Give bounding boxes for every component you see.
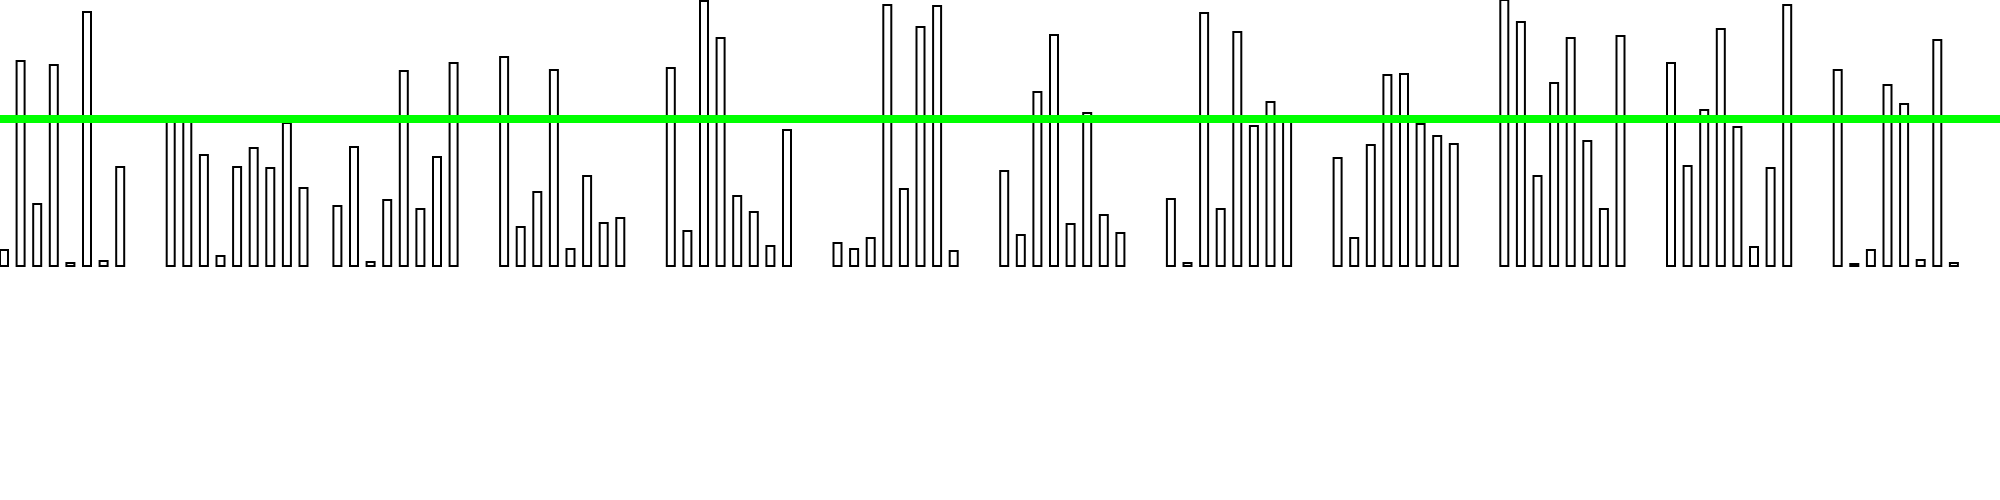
bar-g12-7 bbox=[1932, 39, 1943, 267]
bar-g9-3 bbox=[1365, 144, 1376, 267]
bar-g8-8 bbox=[1282, 120, 1293, 267]
bar-g11-5 bbox=[1732, 126, 1743, 267]
bar-g7-6 bbox=[1082, 112, 1093, 267]
bar-g1-1 bbox=[0, 249, 9, 267]
bar-g9-6 bbox=[1415, 123, 1426, 267]
bar-g6-7 bbox=[932, 5, 943, 267]
bar-g7-7 bbox=[1098, 214, 1109, 267]
bar-g8-1 bbox=[1165, 198, 1176, 267]
bar-g12-4 bbox=[1882, 84, 1893, 267]
bar-g11-4 bbox=[1715, 28, 1726, 267]
bar-g6-6 bbox=[915, 26, 926, 267]
bar-g1-2 bbox=[15, 60, 26, 267]
bar-g10-5 bbox=[1565, 37, 1576, 267]
bar-g11-1 bbox=[1666, 62, 1676, 267]
bar-g4-5 bbox=[565, 248, 576, 267]
bar-g3-4 bbox=[382, 199, 393, 267]
bar-g3-1 bbox=[332, 205, 343, 267]
bar-g11-2 bbox=[1682, 165, 1693, 267]
bar-g7-2 bbox=[1015, 234, 1026, 267]
bar-g7-4 bbox=[1049, 34, 1059, 267]
bar-g12-8 bbox=[1948, 262, 1959, 267]
bar-g9-7 bbox=[1432, 135, 1443, 267]
bar-g8-4 bbox=[1215, 208, 1226, 267]
bar-g5-5 bbox=[732, 195, 743, 267]
bar-g2-9 bbox=[298, 187, 309, 267]
bar-g3-5 bbox=[398, 70, 409, 267]
bar-g4-3 bbox=[532, 191, 543, 267]
bar-g10-4 bbox=[1549, 82, 1560, 267]
bar-g10-1 bbox=[1499, 0, 1510, 267]
bar-g1-4 bbox=[48, 64, 59, 267]
bar-g12-3 bbox=[1865, 249, 1876, 267]
bar-g6-2 bbox=[849, 248, 860, 267]
bar-g5-6 bbox=[748, 211, 759, 267]
bar-g4-8 bbox=[615, 217, 626, 267]
bar-g11-6 bbox=[1749, 246, 1759, 267]
bar-g3-7 bbox=[432, 156, 442, 267]
bar-g10-6 bbox=[1582, 140, 1593, 267]
bar-g6-5 bbox=[898, 188, 909, 267]
bar-g4-1 bbox=[499, 56, 510, 267]
bar-g4-7 bbox=[598, 222, 609, 267]
bar-g5-3 bbox=[699, 0, 709, 267]
bar-g2-1 bbox=[165, 118, 176, 267]
bar-g9-4 bbox=[1382, 74, 1393, 267]
bar-g1-3 bbox=[32, 203, 43, 267]
bar-g6-1 bbox=[832, 242, 843, 267]
bar-g3-2 bbox=[349, 146, 359, 267]
bar-g6-8 bbox=[948, 250, 959, 267]
bar-g4-4 bbox=[548, 69, 559, 267]
bar-g6-4 bbox=[882, 4, 893, 267]
bar-g2-8 bbox=[281, 122, 292, 267]
bar-g2-5 bbox=[232, 166, 243, 267]
bar-g9-8 bbox=[1448, 143, 1459, 267]
bar-g4-2 bbox=[515, 226, 526, 267]
bar-g7-3 bbox=[1032, 91, 1043, 267]
bar-g5-7 bbox=[765, 245, 776, 267]
bar-g10-8 bbox=[1615, 35, 1626, 267]
bar-g12-1 bbox=[1832, 69, 1843, 267]
bar-g3-6 bbox=[415, 208, 426, 267]
bar-g11-3 bbox=[1699, 109, 1710, 267]
bar-g7-5 bbox=[1065, 223, 1076, 267]
bar-g10-3 bbox=[1532, 175, 1543, 267]
bar-g3-8 bbox=[448, 62, 459, 267]
bar-g5-2 bbox=[682, 230, 693, 267]
bar-g8-5 bbox=[1232, 31, 1243, 267]
bar-g7-1 bbox=[999, 170, 1010, 267]
bar-g5-8 bbox=[782, 129, 792, 267]
bar-g5-1 bbox=[665, 67, 676, 267]
bar-g10-2 bbox=[1515, 21, 1526, 267]
bar-g9-5 bbox=[1399, 73, 1409, 267]
bar-g5-4 bbox=[715, 37, 726, 267]
bar-g11-7 bbox=[1765, 167, 1776, 267]
bar-g11-8 bbox=[1782, 4, 1793, 267]
bar-g12-5 bbox=[1899, 103, 1910, 267]
bars-layer bbox=[0, 0, 1959, 267]
bar-g10-7 bbox=[1598, 208, 1609, 267]
bar-g2-6 bbox=[248, 147, 259, 267]
bar-g8-3 bbox=[1199, 12, 1210, 267]
bar-g12-6 bbox=[1915, 259, 1926, 267]
bar-g1-5 bbox=[65, 262, 76, 267]
bar-g2-2 bbox=[182, 119, 193, 267]
bar-g4-6 bbox=[582, 175, 593, 267]
bar-g9-1 bbox=[1332, 157, 1343, 267]
bar-g2-3 bbox=[198, 154, 209, 267]
bar-g2-7 bbox=[265, 167, 276, 267]
bar-g7-8 bbox=[1115, 232, 1126, 267]
bar-g12-2 bbox=[1849, 263, 1860, 267]
bar-g9-2 bbox=[1349, 237, 1360, 267]
bar-g1-7 bbox=[98, 260, 109, 267]
bar-g2-4 bbox=[215, 255, 226, 267]
bar-g6-3 bbox=[865, 237, 876, 267]
bar-g8-7 bbox=[1265, 101, 1276, 267]
bar-g1-6 bbox=[82, 11, 92, 267]
bar-g8-2 bbox=[1182, 262, 1193, 267]
bar-g8-6 bbox=[1248, 125, 1259, 267]
bar-g3-3 bbox=[365, 261, 376, 267]
bar-g1-8 bbox=[115, 166, 126, 267]
